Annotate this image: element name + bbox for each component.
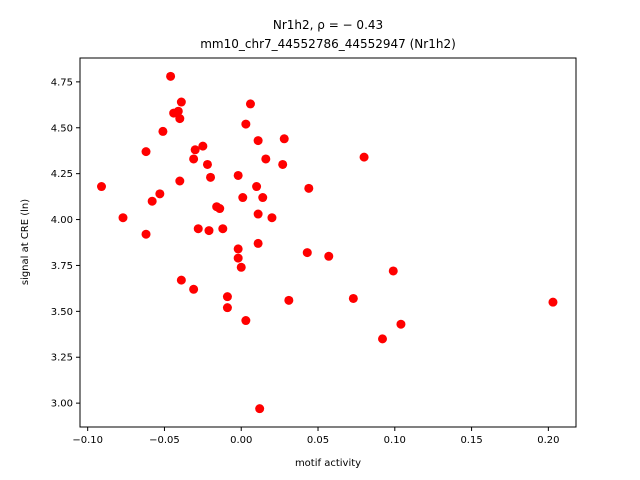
- data-point: [279, 134, 289, 144]
- chart-title-line2: mm10_chr7_44552786_44552947 (Nr1h2): [200, 37, 456, 51]
- y-tick-label: 4.00: [51, 215, 73, 226]
- data-point: [241, 119, 251, 129]
- y-axis-label: signal at CRE (ln): [20, 199, 31, 285]
- data-point: [190, 145, 200, 155]
- data-point: [141, 147, 151, 157]
- x-tick-label: −0.10: [72, 435, 103, 446]
- data-point: [396, 319, 406, 329]
- data-point: [258, 193, 268, 203]
- data-point: [548, 297, 558, 307]
- y-tick-label: 3.75: [51, 261, 73, 272]
- y-tick-label: 4.50: [51, 123, 73, 134]
- data-point: [324, 251, 334, 261]
- data-point: [252, 182, 262, 192]
- data-point: [97, 182, 106, 192]
- data-point: [147, 196, 157, 206]
- plot-frame: [79, 57, 577, 428]
- data-point: [222, 303, 232, 313]
- data-point: [378, 334, 388, 344]
- data-point: [158, 126, 168, 136]
- y-axis: 3.00 3.25 3.50 3.75 4.00 4.25 4.50 4.75: [51, 77, 80, 410]
- data-point: [175, 176, 185, 186]
- data-point: [245, 99, 255, 109]
- data-point: [175, 114, 185, 124]
- y-tick-label: 4.75: [51, 77, 73, 88]
- data-point: [304, 183, 314, 193]
- data-point: [215, 204, 225, 214]
- data-point: [233, 244, 243, 254]
- data-point: [233, 170, 243, 180]
- data-point: [278, 159, 288, 169]
- x-tick-label: 0.20: [537, 435, 559, 446]
- data-point: [261, 154, 271, 164]
- data-point: [253, 238, 263, 248]
- data-point: [233, 253, 243, 263]
- data-point: [206, 172, 216, 182]
- x-tick-label: −0.05: [149, 435, 180, 446]
- data-point: [204, 226, 214, 236]
- x-tick-label: 0.05: [307, 435, 329, 446]
- data-point: [222, 292, 232, 302]
- x-tick-label: 0.15: [460, 435, 482, 446]
- data-point: [173, 106, 183, 116]
- y-tick-label: 3.50: [51, 307, 73, 318]
- plot-area: [79, 57, 577, 428]
- data-point: [155, 189, 165, 199]
- y-tick-label: 4.25: [51, 169, 73, 180]
- x-tick-label: 0.00: [230, 435, 252, 446]
- x-axis: −0.10 −0.05 0.00 0.05 0.10 0.15 0.20: [72, 427, 559, 446]
- data-point: [176, 275, 186, 285]
- y-tick-label: 3.25: [51, 353, 73, 364]
- data-point: [218, 224, 228, 234]
- chart-title-line1: Nr1h2, ρ = − 0.43: [273, 18, 383, 32]
- data-point: [236, 262, 246, 272]
- data-point: [193, 224, 203, 234]
- data-point: [302, 248, 312, 258]
- data-point: [267, 213, 277, 223]
- data-point: [359, 152, 369, 162]
- y-tick-label: 3.00: [51, 399, 73, 410]
- data-point: [348, 293, 358, 303]
- data-point: [176, 97, 186, 107]
- data-point: [255, 404, 265, 414]
- data-points: [97, 71, 558, 414]
- data-point: [253, 209, 263, 219]
- data-point: [241, 316, 251, 326]
- data-point: [198, 141, 208, 151]
- data-point: [238, 193, 248, 203]
- data-point: [166, 71, 176, 81]
- data-point: [189, 154, 199, 164]
- data-point: [202, 159, 212, 169]
- x-tick-label: 0.10: [384, 435, 406, 446]
- data-point: [189, 284, 199, 294]
- data-point: [253, 136, 263, 146]
- x-axis-label: motif activity: [295, 458, 361, 469]
- data-point: [141, 229, 151, 239]
- data-point: [118, 213, 128, 223]
- data-point: [388, 266, 398, 276]
- data-point: [284, 295, 294, 305]
